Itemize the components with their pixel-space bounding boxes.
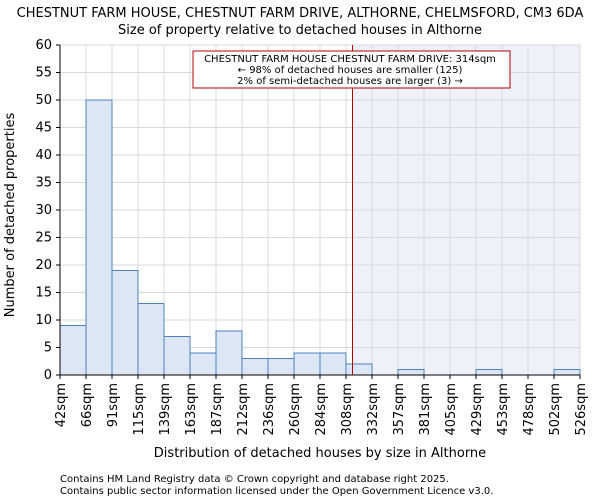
x-tick-label: 163sqm [184, 383, 199, 436]
bar [319, 352, 347, 376]
x-tick-label: 139sqm [158, 383, 173, 436]
x-tick-label: 429sqm [470, 383, 485, 436]
y-tick-label: 0 [44, 368, 52, 383]
x-tick-label: 284sqm [314, 383, 329, 436]
footer-line2: Contains public sector information licen… [60, 486, 493, 497]
y-tick-label: 25 [35, 231, 52, 246]
x-tick-label: 502sqm [548, 383, 563, 436]
x-tick-label: 478sqm [522, 383, 537, 436]
y-tick-label: 5 [44, 341, 52, 356]
x-tick-label: 66sqm [80, 383, 95, 427]
bar [397, 369, 425, 376]
x-tick-label: 308sqm [340, 383, 355, 436]
x-tick-label: 236sqm [262, 383, 277, 436]
x-tick-label: 405sqm [444, 383, 459, 436]
bar [293, 352, 321, 376]
y-tick-label: 35 [35, 176, 52, 191]
annotation-box: CHESTNUT FARM HOUSE CHESTNUT FARM DRIVE:… [192, 50, 511, 89]
bar [189, 352, 217, 376]
y-tick-label: 55 [35, 66, 52, 81]
annotation-line2: ← 98% of detached houses are smaller (12… [238, 65, 463, 76]
y-tick-label: 15 [35, 286, 52, 301]
y-axis-label: Number of detached properties [3, 113, 18, 318]
x-tick-label: 332sqm [366, 383, 381, 436]
y-tick-label: 20 [35, 258, 52, 273]
x-axis-label: Distribution of detached houses by size … [154, 446, 486, 461]
x-tick-label: 187sqm [210, 383, 225, 436]
y-tick-label: 40 [35, 148, 52, 163]
annotation-frame [192, 50, 511, 89]
y-tick-label: 45 [35, 121, 52, 136]
x-tick-label: 381sqm [418, 383, 433, 436]
bar [345, 363, 373, 376]
x-tick-label: 453sqm [496, 383, 511, 436]
bar [59, 325, 87, 376]
bar [553, 369, 581, 376]
x-tick-label: 357sqm [392, 383, 407, 436]
x-tick-label: 212sqm [236, 383, 251, 436]
chart-title: CHESTNUT FARM HOUSE, CHESTNUT FARM DRIVE… [17, 6, 584, 21]
annotation-line3: 2% of semi-detached houses are larger (3… [237, 76, 463, 87]
bar [85, 99, 113, 376]
bar [137, 303, 165, 376]
x-tick-label: 260sqm [288, 383, 303, 436]
bar [111, 270, 139, 376]
bar [241, 358, 269, 376]
chart-subtitle: Size of property relative to detached ho… [118, 23, 482, 38]
bar [163, 336, 191, 376]
y-tick-label: 50 [35, 93, 52, 108]
x-tick-label: 115sqm [132, 383, 147, 436]
x-tick-label: 42sqm [54, 383, 69, 427]
bar [475, 369, 503, 376]
y-tick-label: 10 [35, 313, 52, 328]
bar [215, 330, 243, 376]
bar [267, 358, 295, 376]
y-tick-label: 60 [35, 38, 52, 53]
x-tick-label: 91sqm [106, 383, 121, 427]
x-tick-label: 526sqm [574, 383, 589, 436]
y-tick-label: 30 [35, 203, 52, 218]
footer-line1: Contains HM Land Registry data © Crown c… [60, 474, 449, 485]
annotation-line1: CHESTNUT FARM HOUSE CHESTNUT FARM DRIVE:… [204, 54, 496, 65]
